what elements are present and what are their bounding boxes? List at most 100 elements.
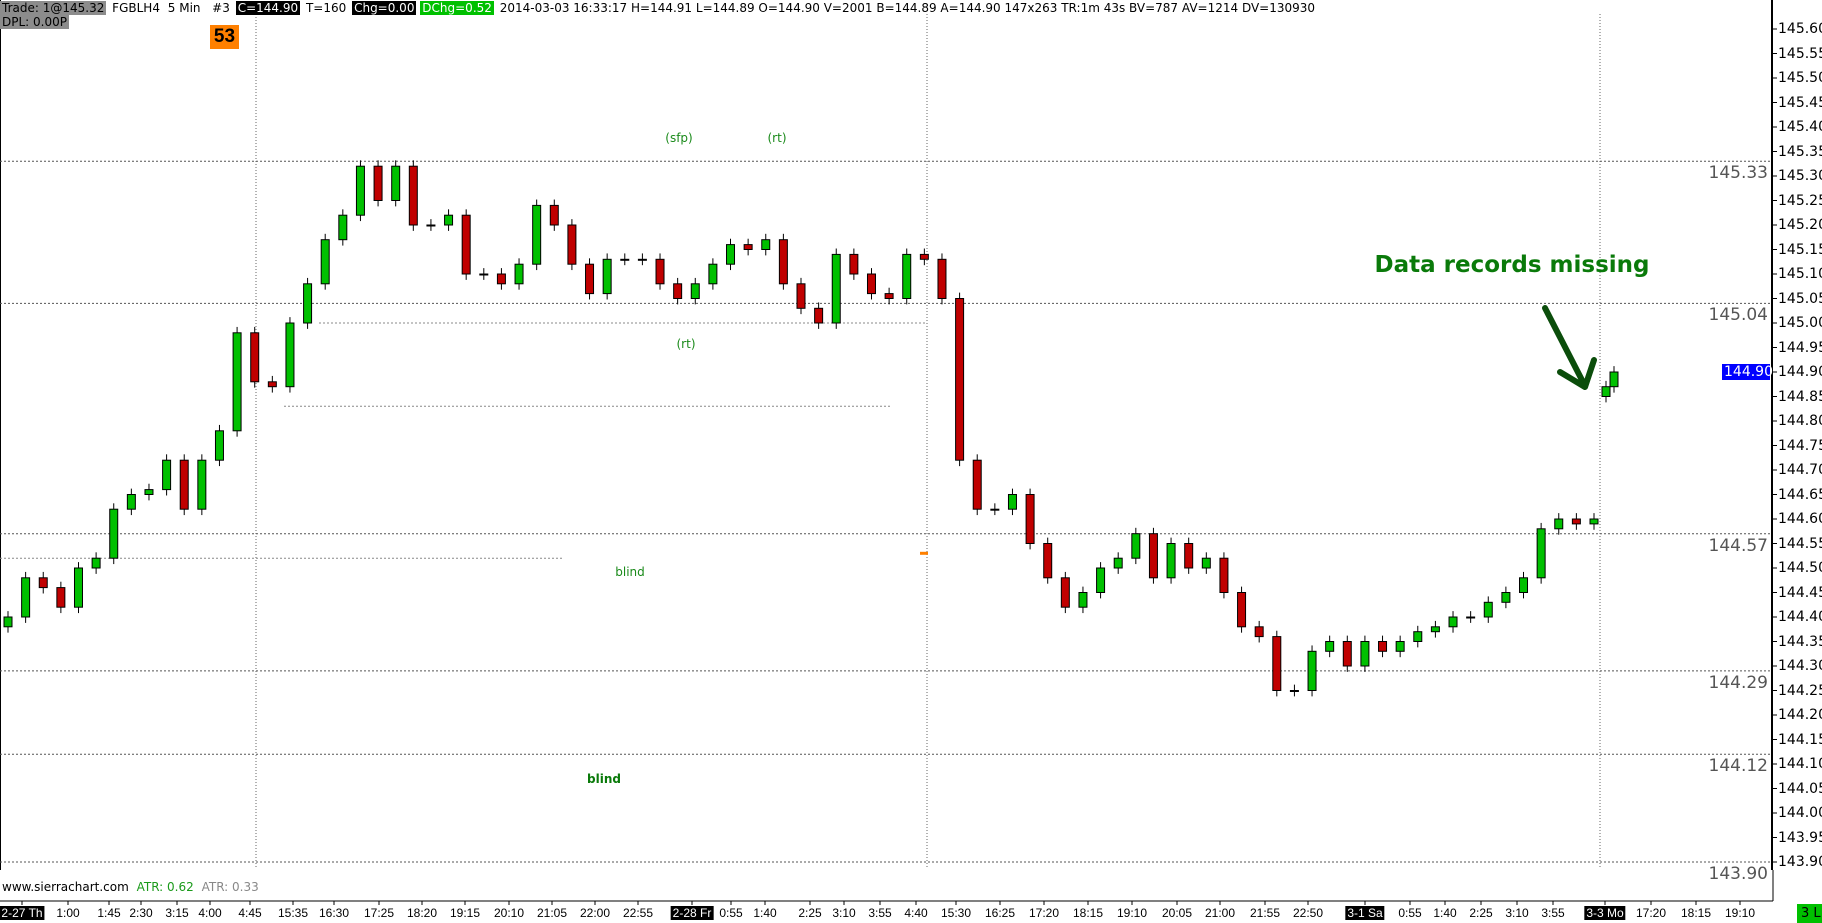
candle [461,214,471,275]
x-tick-label: 3:15 [165,906,189,920]
interval: 5 Min [167,1,201,15]
candle [990,508,1000,511]
candle [1448,616,1458,628]
candle [1430,626,1440,633]
candle [479,273,489,276]
candle [761,239,771,250]
candle [567,224,577,265]
candle [1536,528,1546,579]
annotation-data-missing: Data records missing [1374,252,1650,278]
x-tick-label: 17:20 [1635,906,1667,920]
candle [250,332,260,383]
annotation-sfp: (sfp) [665,131,693,145]
y-tick-label: 144.15 [1778,731,1822,748]
candle [1483,601,1493,618]
atr-value-1: ATR: 0.62 [136,880,194,894]
candle [303,283,313,324]
x-tick-label: 2:30 [129,906,153,920]
candle [179,459,189,510]
study-footer: www.sierrachart.com ATR: 0.62 ATR: 0.33 [2,880,259,894]
candle [1501,592,1511,603]
y-tick-label: 144.75 [1778,437,1822,454]
x-tick-label: 19:15 [449,906,481,920]
y-tick-label: 145.00 [1778,315,1822,331]
candle [937,258,947,299]
candle [1254,626,1264,638]
candle [726,244,736,265]
candle [1413,631,1423,643]
y-tick-label: 144.00 [1778,805,1822,821]
candle [214,430,224,461]
y-tick-label: 144.90 [1778,364,1822,380]
y-tick-label: 144.40 [1778,609,1822,625]
x-tick-label: 19:10 [1724,906,1756,920]
y-tick-label: 145.25 [1778,192,1822,209]
candle [338,214,348,241]
x-tick-label: 17:20 [1028,906,1060,920]
x-tick-label: 16:25 [984,906,1016,920]
annotation-rt: (rt) [767,131,787,145]
y-tick-label: 143.95 [1778,829,1822,846]
annotation-rt: (rt) [676,337,696,351]
level-label: 144.12 [1708,756,1768,777]
candle [73,567,83,608]
candle [585,263,595,295]
candle [391,165,401,201]
x-tick-label: 3:10 [1505,906,1529,920]
candle [1342,641,1352,667]
candle [549,204,559,226]
x-tick-label: 19:10 [1116,906,1148,920]
y-tick-label: 144.45 [1778,584,1822,601]
candle [355,165,365,216]
y-tick-label: 144.05 [1778,780,1822,797]
y-tick-label: 144.60 [1778,511,1822,527]
y-tick-label: 145.35 [1778,143,1822,160]
candle [144,489,154,496]
level-label: 145.04 [1708,305,1768,326]
x-tick-label: 3:55 [868,906,892,920]
sierrachart-link[interactable]: www.sierrachart.com [2,880,129,894]
candle [1609,371,1619,388]
x-tick-label: 1:45 [97,906,121,920]
y-tick-label: 144.95 [1778,339,1822,356]
candle [1307,650,1317,691]
annotation-blind: blind [615,565,645,579]
x-tick-label: 3:55 [1541,906,1565,920]
x-tick-label: 3:10 [832,906,856,920]
candle [3,616,13,628]
candle [1184,543,1194,569]
candle [1272,636,1282,691]
candle [197,459,207,510]
candle [1201,557,1211,569]
x-tick-label: 0:55 [719,906,743,920]
y-tick-label: 145.15 [1778,241,1822,258]
change-value: Chg=0.00 [352,1,417,15]
y-tick-label: 144.55 [1778,535,1822,552]
candle [1466,616,1476,619]
y-tick-label: 145.40 [1778,119,1822,135]
candle [972,459,982,510]
candle [285,322,295,388]
x-tick-label: 3-3 Mo [1584,906,1626,920]
y-tick-label: 144.85 [1778,388,1822,405]
x-tick-label: 22:55 [622,906,654,920]
candle [1589,518,1599,525]
x-tick-label: 20:05 [1161,906,1193,920]
candle [38,577,48,589]
candle [902,253,912,299]
candle [496,273,506,285]
chart-number: #3 [212,1,230,15]
candle [91,557,101,569]
y-tick-label: 145.05 [1778,290,1822,307]
x-tick-label: 0:55 [1398,906,1422,920]
y-tick-label: 144.10 [1778,756,1822,772]
candle [849,253,859,275]
candle [1571,518,1581,525]
candle [1166,543,1176,579]
candle [1395,641,1405,652]
y-tick-label: 144.80 [1778,413,1822,429]
annotation-blind-bold: blind [587,772,621,786]
x-tick-label: 17:25 [363,906,395,920]
candle [109,508,119,559]
